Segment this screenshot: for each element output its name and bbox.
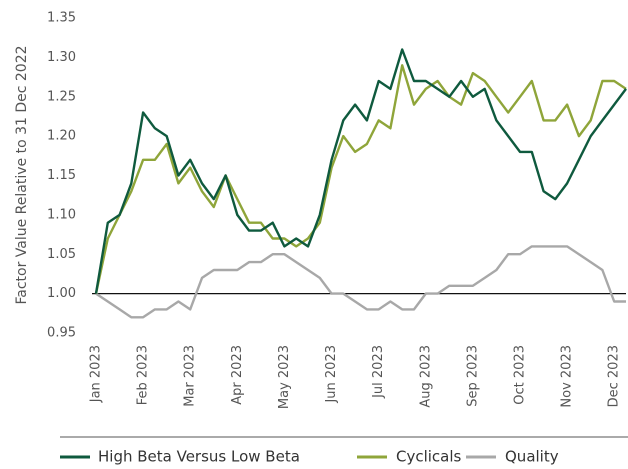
x-tick-label: Jul 2023 xyxy=(371,345,386,399)
x-tick-label: Sep 2023 xyxy=(465,345,480,407)
legend-label: Cyclicals xyxy=(396,448,462,466)
x-tick-label: May 2023 xyxy=(277,345,292,409)
x-tick-label: Nov 2023 xyxy=(560,345,575,408)
series-line xyxy=(94,48,627,294)
x-tick-label: Feb 2023 xyxy=(136,345,151,405)
y-tick-label: 1.35 xyxy=(47,11,76,26)
x-tick-label: Jun 2023 xyxy=(324,345,339,404)
x-tick-label: Oct 2023 xyxy=(513,345,528,405)
y-tick-label: 1.10 xyxy=(47,207,76,222)
y-tick-label: 1.25 xyxy=(47,89,76,104)
y-tick-label: 1.05 xyxy=(47,247,76,262)
legend-label: Quality xyxy=(505,448,559,466)
y-tick-label: 1.00 xyxy=(47,286,76,301)
y-tick-label: 1.15 xyxy=(47,168,76,183)
x-tick-label: Aug 2023 xyxy=(418,345,433,408)
series-line xyxy=(94,64,627,294)
x-tick-label: Mar 2023 xyxy=(183,345,198,407)
y-axis-label: Factor Value Relative to 31 Dec 2022 xyxy=(14,45,30,304)
y-tick-label: 1.30 xyxy=(47,50,76,65)
x-tick-label: Apr 2023 xyxy=(230,345,245,405)
y-tick-label: 0.95 xyxy=(47,326,76,341)
legend-label: High Beta Versus Low Beta xyxy=(98,448,300,466)
x-tick-label: Dec 2023 xyxy=(607,345,622,407)
x-tick-label: Jan 2023 xyxy=(89,345,104,403)
series-line xyxy=(95,245,626,319)
y-tick-label: 1.20 xyxy=(47,129,76,144)
